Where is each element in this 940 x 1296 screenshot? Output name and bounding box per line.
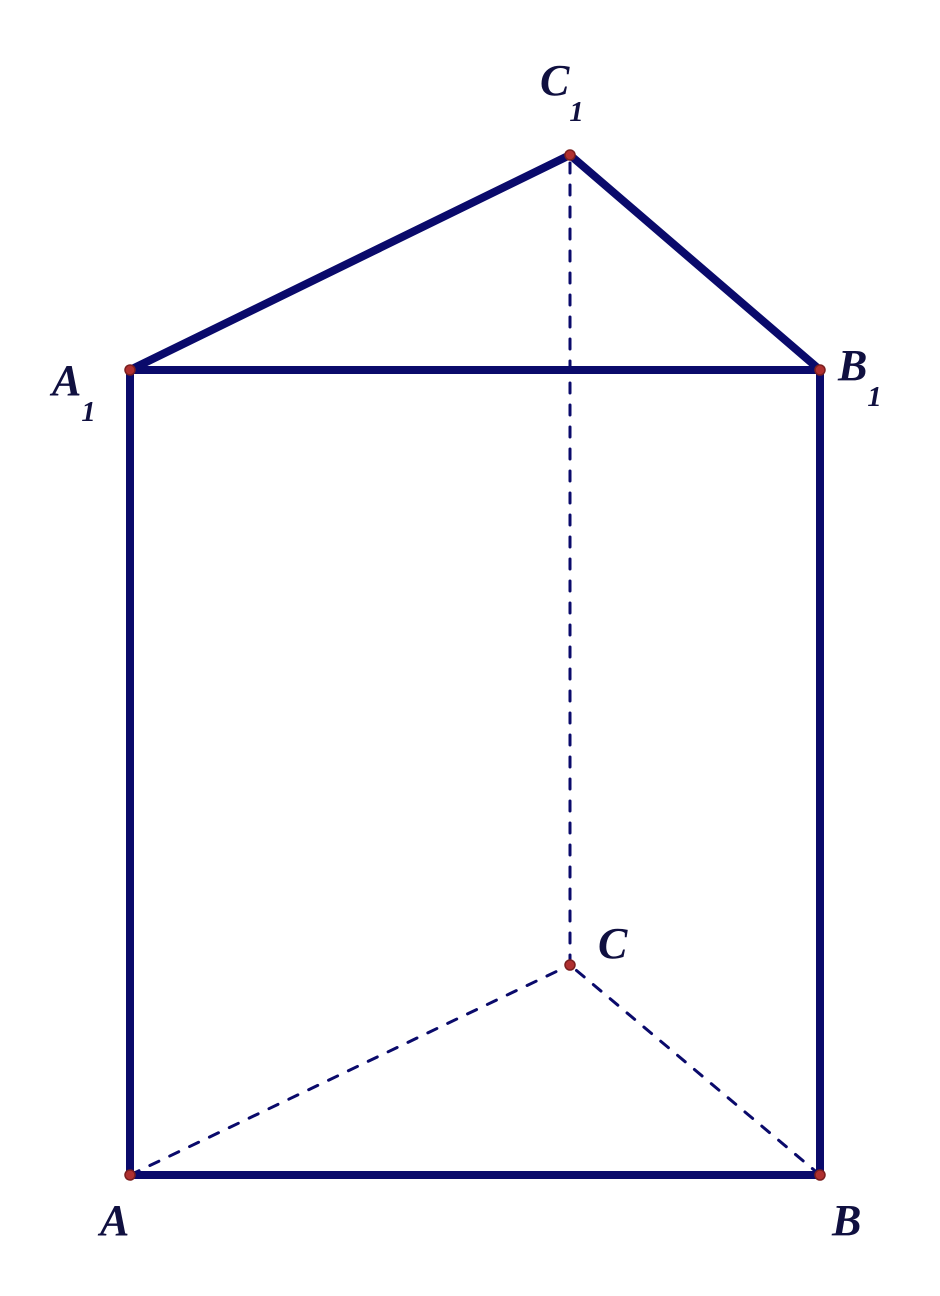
vertices-group	[125, 150, 825, 1180]
edge-B1-C1	[570, 155, 820, 370]
visible-edges-group	[130, 155, 820, 1175]
label-A: A	[97, 1196, 129, 1245]
vertex-B1	[815, 365, 825, 375]
edge-B-C	[570, 965, 820, 1175]
edge-A1-C1	[130, 155, 570, 370]
labels-group: A B C A1 B1 C1	[49, 56, 882, 1245]
edge-A-C	[130, 965, 570, 1175]
vertex-C	[565, 960, 575, 970]
label-C1: C1	[540, 56, 584, 128]
vertex-A1	[125, 365, 135, 375]
label-B1: B1	[837, 341, 882, 413]
vertex-A	[125, 1170, 135, 1180]
prism-diagram: A B C A1 B1 C1	[0, 0, 940, 1296]
label-C: C	[598, 919, 628, 968]
vertex-B	[815, 1170, 825, 1180]
label-A1: A1	[49, 356, 96, 428]
vertex-C1	[565, 150, 575, 160]
label-B: B	[831, 1196, 861, 1245]
hidden-edges-group	[130, 155, 820, 1175]
